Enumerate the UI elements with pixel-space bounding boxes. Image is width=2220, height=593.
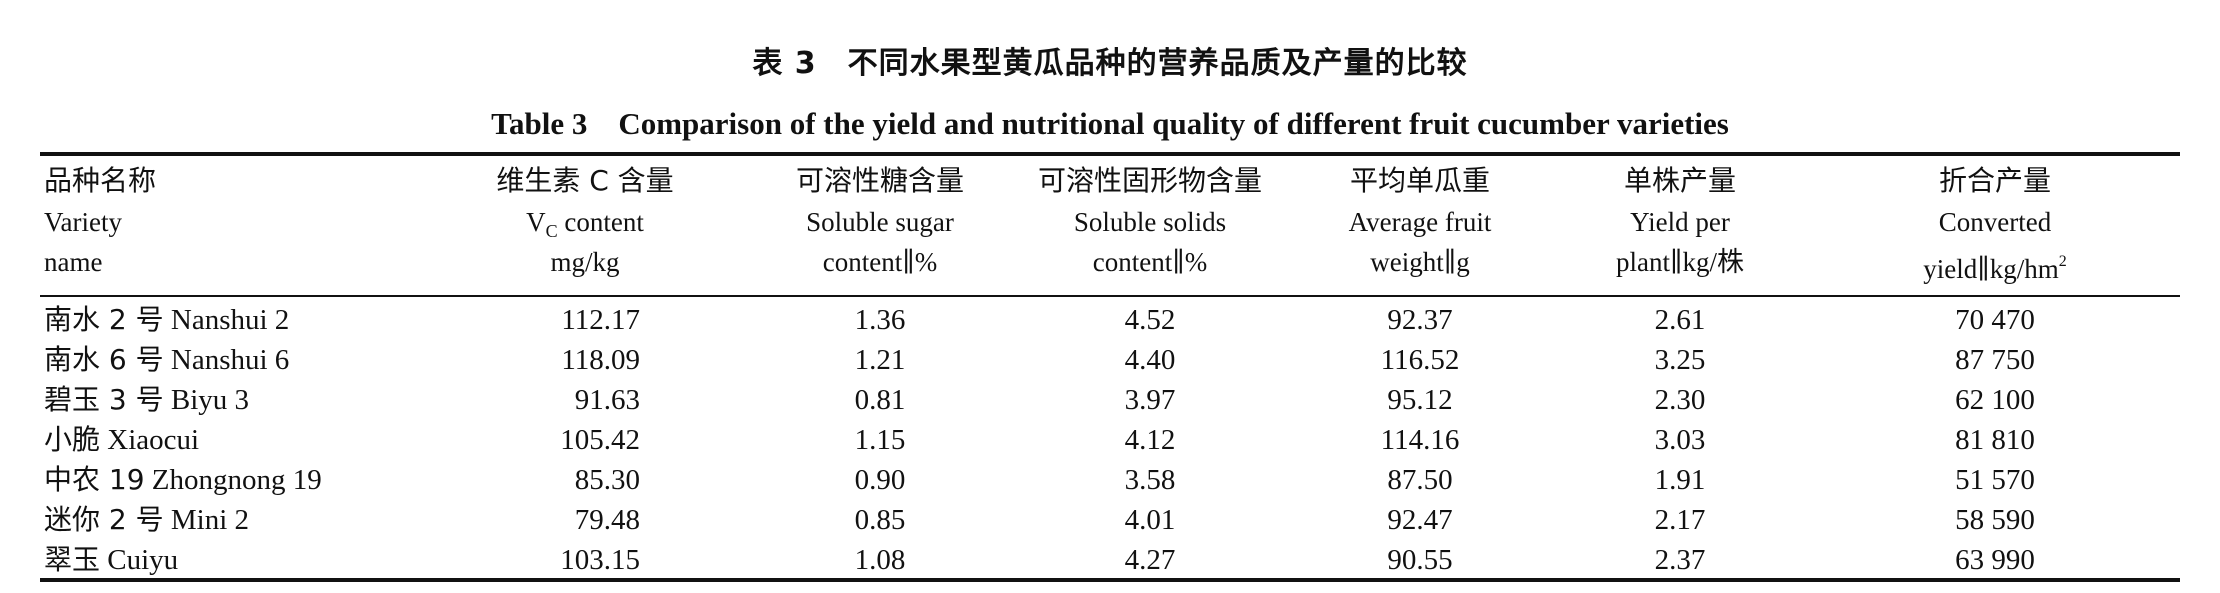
plant-cell: 2.17: [1654, 504, 1706, 536]
variety-cell: 中农 19 Zhongnong 19: [44, 463, 322, 496]
header-plant-en2: plant∥kg/株: [1616, 247, 1744, 277]
weight-cell: 95.12: [1387, 384, 1453, 416]
header-variety: 品种名称 Variety name: [44, 160, 344, 290]
header-vc-cn: 维生素 C 含量: [496, 164, 674, 197]
vc-cell: 112.17: [561, 304, 640, 336]
weight-cell: 116.52: [1380, 344, 1460, 376]
plant-cell: 1.91: [1654, 464, 1706, 496]
plant-cell: 2.37: [1654, 544, 1706, 576]
table-row: 南水 2 号 Nanshui 2 112.17 1.36 4.52 92.37 …: [0, 300, 2220, 340]
header-sugar-cn: 可溶性糖含量: [795, 164, 964, 197]
table-title-chinese: 表 3 不同水果型黄瓜品种的营养品质及产量的比较: [752, 46, 1468, 81]
header-converted-yield: 折合产量 Converted yield∥kg/hm2: [1875, 160, 2115, 290]
weight-cell: 92.37: [1387, 304, 1453, 336]
header-variety-cn: 品种名称: [44, 164, 157, 197]
table-row: 碧玉 3 号 Biyu 3 91.63 0.81 3.97 95.12 2.30…: [0, 380, 2220, 420]
header-sugar-en1: Soluble sugar: [806, 207, 954, 237]
solids-cell: 4.40: [1124, 344, 1176, 376]
vc-cell: 105.42: [560, 424, 640, 456]
header-solids-en2: content∥%: [1092, 247, 1208, 277]
header-sugar: 可溶性糖含量 Soluble sugar content∥%: [760, 160, 1000, 290]
sugar-cell: 1.15: [854, 424, 906, 456]
variety-cell: 翠玉 Cuiyu: [44, 543, 179, 576]
header-solids-cn: 可溶性固形物含量: [1037, 164, 1262, 197]
sugar-cell: 1.21: [854, 344, 906, 376]
variety-cell: 迷你 2 号 Mini 2: [44, 503, 250, 536]
plant-cell: 3.03: [1654, 424, 1706, 456]
sugar-cell: 0.85: [854, 504, 906, 536]
converted-cell: 81 810: [1955, 424, 2035, 456]
header-converted-cn: 折合产量: [1938, 164, 2051, 197]
header-plant-cn: 单株产量: [1623, 164, 1736, 197]
header-converted-en1: Converted: [1938, 207, 2052, 237]
variety-cell: 南水 2 号 Nanshui 2: [44, 303, 290, 336]
weight-cell: 87.50: [1387, 464, 1453, 496]
header-weight-en2: weight∥g: [1370, 247, 1470, 277]
header-solids: 可溶性固形物含量 Soluble solids content∥%: [1005, 160, 1295, 290]
solids-cell: 3.97: [1124, 384, 1176, 416]
vc-cell: 79.48: [574, 504, 640, 536]
header-variety-en1: Variety: [44, 207, 122, 237]
header-plant-en1: Yield per: [1630, 207, 1730, 237]
vc-cell: 103.15: [560, 544, 640, 576]
header-variety-en2: name: [44, 247, 103, 277]
header-plant-yield: 单株产量 Yield per plant∥kg/株: [1575, 160, 1785, 290]
header-weight-en1: Average fruit: [1348, 207, 1492, 237]
converted-cell: 58 590: [1955, 504, 2035, 536]
solids-cell: 4.52: [1124, 304, 1176, 336]
vc-cell: 91.63: [574, 384, 640, 416]
header-converted-en2: yield∥kg/hm2: [1923, 253, 2067, 284]
header-vc-en1: VC content: [526, 207, 644, 241]
solids-cell: 4.01: [1124, 504, 1176, 536]
bottom-rule: [40, 578, 2180, 582]
variety-cell: 小脆 Xiaocui: [44, 423, 200, 456]
header-vc: 维生素 C 含量 VC content mg/kg: [470, 160, 700, 290]
weight-cell: 114.16: [1380, 424, 1460, 456]
converted-cell: 63 990: [1955, 544, 2035, 576]
top-rule: [40, 152, 2180, 156]
solids-cell: 4.27: [1124, 544, 1176, 576]
converted-cell: 51 570: [1955, 464, 2035, 496]
solids-cell: 4.12: [1124, 424, 1176, 456]
header-weight: 平均单瓜重 Average fruit weight∥g: [1300, 160, 1540, 290]
variety-cell: 南水 6 号 Nanshui 6: [44, 343, 290, 376]
header-rule: [40, 295, 2180, 297]
table-row: 小脆 Xiaocui 105.42 1.15 4.12 114.16 3.03 …: [0, 420, 2220, 460]
plant-cell: 2.30: [1654, 384, 1706, 416]
converted-cell: 70 470: [1955, 304, 2035, 336]
table-row: 中农 19 Zhongnong 19 85.30 0.90 3.58 87.50…: [0, 460, 2220, 500]
weight-cell: 90.55: [1387, 544, 1453, 576]
header-sugar-en2: content∥%: [822, 247, 938, 277]
solids-cell: 3.58: [1124, 464, 1176, 496]
converted-cell: 87 750: [1955, 344, 2035, 376]
vc-cell: 85.30: [574, 464, 640, 496]
header-vc-en2: mg/kg: [550, 247, 620, 277]
variety-cell: 碧玉 3 号 Biyu 3: [44, 383, 250, 416]
sugar-cell: 0.90: [854, 464, 906, 496]
sugar-cell: 1.36: [854, 304, 906, 336]
plant-cell: 3.25: [1654, 344, 1706, 376]
sugar-cell: 0.81: [854, 384, 906, 416]
vc-cell: 118.09: [561, 344, 640, 376]
table-row: 迷你 2 号 Mini 2 79.48 0.85 4.01 92.47 2.17…: [0, 500, 2220, 540]
header-weight-cn: 平均单瓜重: [1349, 164, 1490, 197]
converted-cell: 62 100: [1955, 384, 2035, 416]
header-solids-en1: Soluble solids: [1073, 207, 1227, 237]
sugar-cell: 1.08: [854, 544, 906, 576]
table-title-english: Table 3 Comparison of the yield and nutr…: [491, 106, 1729, 141]
weight-cell: 92.47: [1387, 504, 1453, 536]
table-row: 南水 6 号 Nanshui 6 118.09 1.21 4.40 116.52…: [0, 340, 2220, 380]
plant-cell: 2.61: [1654, 304, 1706, 336]
table-row: 翠玉 Cuiyu 103.15 1.08 4.27 90.55 2.37 63 …: [0, 540, 2220, 580]
